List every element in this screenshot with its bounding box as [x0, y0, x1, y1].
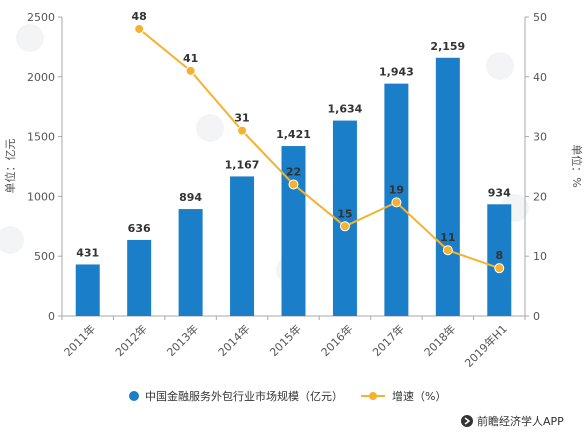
y2-tick-label: 50 — [533, 11, 547, 24]
bar-value-label: 894 — [179, 191, 202, 204]
line-value-label: 15 — [337, 207, 352, 220]
y2-tick-label: 40 — [533, 71, 547, 84]
forward-arrow-glyph — [464, 417, 471, 425]
x-tick-label: 2018年 — [421, 322, 458, 359]
bar — [230, 176, 255, 316]
bar-value-label: 1,421 — [276, 128, 311, 141]
line-series — [134, 23, 505, 274]
watermark-logo-icon — [0, 226, 24, 254]
legend: 中国金融服务外包行业市场规模（亿元） 增速（%） — [129, 389, 446, 403]
bar-value-label: 1,167 — [225, 158, 260, 171]
x-tick-label: 2015年 — [267, 322, 304, 359]
bar — [487, 204, 512, 316]
y-tick-label: 500 — [34, 250, 55, 263]
legend-bar-swatch — [129, 391, 139, 401]
line-point — [391, 197, 402, 208]
x-tick-label: 2016年 — [318, 322, 355, 359]
watermark-logo-icon — [486, 52, 514, 80]
line-value-label: 11 — [440, 231, 455, 244]
bar — [281, 146, 306, 316]
credit: 前瞻经济学人APP — [461, 414, 564, 428]
legend-bar-label: 中国金融服务外包行业市场规模（亿元） — [145, 389, 343, 403]
line-value-label: 31 — [234, 112, 249, 125]
x-tick-label: 2013年 — [164, 322, 201, 359]
line-value-label: 22 — [286, 165, 301, 178]
y2-tick-label: 20 — [533, 190, 547, 203]
x-tick-label: 2017年 — [369, 322, 406, 359]
line-point — [134, 23, 145, 34]
x-tick-label: 2014年 — [215, 322, 252, 359]
line-value-label: 19 — [389, 183, 404, 196]
bar-value-label: 1,634 — [328, 103, 363, 116]
y-tick-label: 2500 — [27, 11, 55, 24]
line-point — [237, 125, 248, 136]
bar-value-label: 636 — [128, 222, 151, 235]
bar — [75, 264, 100, 316]
y-axis-title: 单位：亿元 — [3, 139, 17, 194]
bar — [332, 120, 357, 316]
bar — [435, 57, 460, 316]
bar — [127, 239, 152, 316]
bar-value-label: 934 — [488, 186, 511, 199]
bar — [178, 209, 203, 316]
line-point — [494, 263, 505, 274]
y2-axis-title: 单位：% — [570, 144, 584, 187]
bar-value-label: 431 — [76, 246, 99, 259]
x-tick-label: 2011年 — [61, 322, 98, 359]
y2-tick-label: 10 — [533, 250, 547, 263]
y-tick-label: 1000 — [27, 190, 55, 203]
line-value-label: 41 — [183, 52, 198, 65]
x-tick-label: 2012年 — [112, 322, 149, 359]
line-value-label: 48 — [132, 10, 147, 23]
y2-tick-label: 0 — [533, 310, 540, 323]
data-labels: 431 636 894 1,167 1,421 1,634 1,943 2,159 934 48 4… — [76, 10, 511, 262]
line-point — [442, 245, 453, 256]
legend-line-label: 增速（%） — [392, 389, 446, 403]
line-point — [288, 179, 299, 190]
watermark-logo-icon — [16, 24, 44, 52]
bar-value-label: 1,943 — [379, 66, 414, 79]
credit-text: 前瞻经济学人APP — [477, 414, 564, 428]
bar-value-label: 2,159 — [430, 40, 465, 53]
growth-line — [138, 28, 500, 270]
line-value-label: 8 — [495, 249, 503, 262]
watermark-logo-icon — [196, 114, 224, 142]
line-point — [185, 65, 196, 76]
forward-arrow-circle-icon — [461, 415, 473, 427]
line-point — [339, 221, 350, 232]
y-tick-label: 2000 — [27, 71, 55, 84]
y-tick-label: 0 — [48, 310, 55, 323]
y2-tick-label: 30 — [533, 131, 547, 144]
y-tick-label: 1500 — [27, 131, 55, 144]
legend-line-marker — [369, 392, 377, 400]
x-tick-label: 2019年H1 — [462, 322, 510, 370]
bar-series — [75, 57, 512, 316]
